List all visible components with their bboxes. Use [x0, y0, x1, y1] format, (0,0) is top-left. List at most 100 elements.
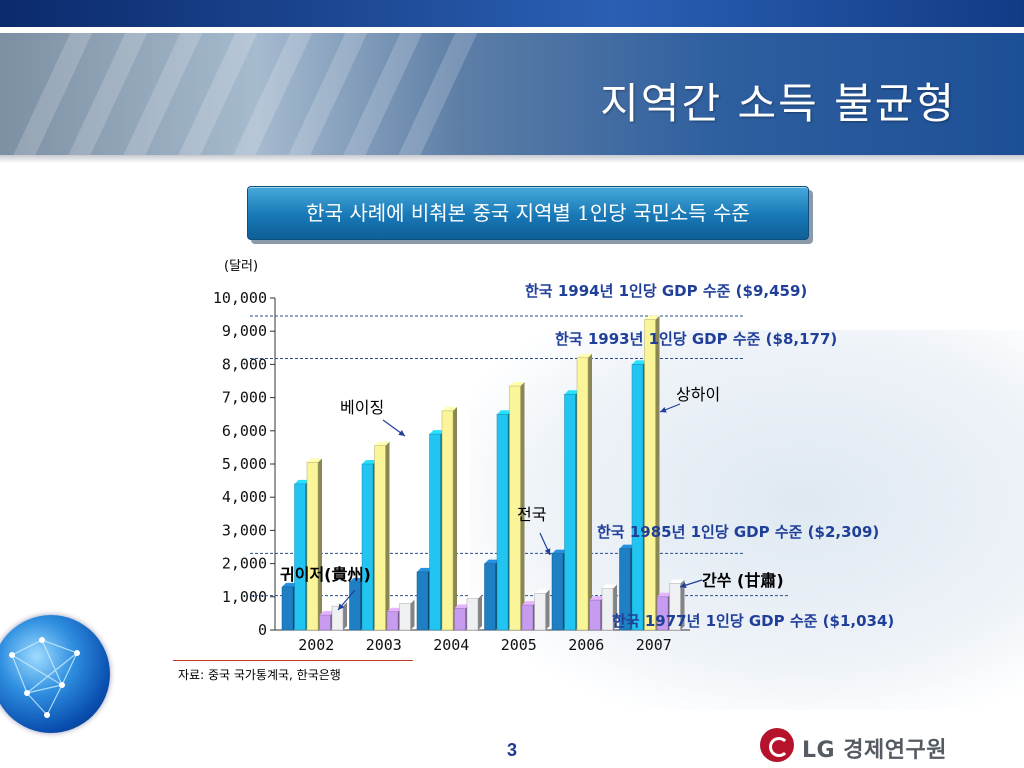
y-tick-label: 0 — [258, 621, 267, 639]
lg-logo-icon — [760, 728, 794, 762]
reference-line-label: 한국 1985년 1인당 GDP 수준 ($2,309) — [597, 523, 879, 541]
y-unit-label: (달러) — [224, 259, 258, 274]
y-tick-label: 2,000 — [222, 555, 267, 573]
bar-상하이 — [576, 357, 589, 631]
world-map-background — [470, 330, 1024, 710]
annotation-arrowhead — [398, 430, 405, 436]
reference-line-label: 한국 1994년 1인당 GDP 수준 ($9,459) — [525, 282, 807, 300]
reference-line-label: 한국 1993년 1인당 GDP 수준 ($8,177) — [555, 330, 837, 348]
bar-top — [417, 567, 432, 572]
bar-side — [478, 594, 482, 630]
y-tick-label: 1,000 — [222, 588, 267, 606]
annotation-arrowhead — [338, 603, 345, 610]
x-tick-label: 2006 — [568, 636, 604, 654]
bar-side — [545, 589, 550, 630]
bar-상하이 — [644, 319, 656, 631]
source-note: 자료: 중국 국가통계국, 한국은행 — [178, 668, 341, 682]
bar-간쑤 (甘肅) — [534, 593, 546, 631]
bar-side — [520, 381, 525, 630]
x-tick-label: 2003 — [366, 636, 402, 654]
bar-side — [613, 584, 617, 630]
subtitle-text: 한국 사례에 비춰본 중국 지역별 1인당 국민소득 수준 — [306, 201, 750, 225]
series-annotation: 간쑤 (甘肅) — [702, 571, 784, 590]
y-tick-label: 7,000 — [222, 389, 267, 407]
bar-간쑤 (甘肅) — [399, 603, 411, 631]
bar-간쑤 (甘肅) — [601, 588, 614, 631]
bar-상하이 — [441, 410, 454, 631]
y-tick-label: 8,000 — [222, 355, 267, 373]
bar-전국 — [484, 563, 496, 631]
bar-side — [680, 579, 685, 630]
y-tick-label: 9,000 — [222, 322, 267, 340]
bar-top — [577, 353, 592, 358]
page-number: 3 — [506, 740, 517, 760]
x-tick-label: 2004 — [433, 636, 469, 654]
lg-logo-text: LG 경제연구원 — [802, 738, 947, 763]
y-tick-label: 10,000 — [213, 289, 267, 307]
x-tick-label: 2007 — [636, 636, 672, 654]
bar-전국 — [281, 586, 294, 631]
bar-귀이저(貴州) — [454, 608, 466, 631]
x-tick-label: 2005 — [501, 636, 537, 654]
bar-top — [362, 460, 377, 464]
bar-top — [282, 582, 297, 587]
bar-side — [410, 599, 415, 630]
bar-top — [602, 584, 617, 589]
lg-logo: LG 경제연구원 — [752, 722, 1002, 768]
y-tick-label: 5,000 — [222, 455, 267, 473]
source-divider — [173, 660, 413, 661]
bar-귀이저(貴州) — [589, 599, 601, 631]
series-annotation: 베이징 — [340, 398, 384, 417]
bar-베이징 — [631, 364, 644, 631]
bar-top — [657, 592, 672, 597]
bar-top — [374, 441, 390, 446]
bar-귀이저(貴州) — [521, 604, 534, 631]
bar-베이징 — [294, 483, 306, 631]
bar-top — [552, 549, 567, 554]
bar-top — [307, 458, 322, 463]
bar-side — [453, 406, 457, 630]
bar-상하이 — [374, 445, 386, 631]
bar-top — [429, 430, 445, 435]
annotation-arrowhead — [544, 548, 551, 555]
bar-간쑤 (甘肅) — [466, 598, 479, 631]
bar-top — [534, 589, 550, 594]
bar-귀이저(貴州) — [386, 611, 399, 631]
bar-베이징 — [361, 463, 374, 631]
header-shadow — [0, 155, 1024, 163]
annotation-arrowhead — [660, 406, 667, 413]
series-annotation: 전국 — [517, 505, 546, 524]
bar-top — [619, 544, 635, 549]
bar-귀이저(貴州) — [319, 614, 331, 631]
bar-베이징 — [496, 413, 509, 631]
slide-title: 지역간 소득 불균형 — [600, 79, 956, 128]
bar-전국 — [619, 548, 631, 631]
bar-side — [318, 458, 322, 630]
bar-top — [387, 607, 402, 612]
bar-간쑤 (甘肅) — [331, 605, 344, 631]
bar-top — [442, 406, 457, 411]
bar-top — [522, 601, 537, 606]
bar-top — [399, 599, 415, 604]
series-annotation: 귀이저(貴州) — [280, 565, 371, 584]
subtitle-box: 한국 사례에 비춰본 중국 지역별 1인당 국민소득 수준 — [247, 186, 809, 240]
bar-전국 — [551, 553, 564, 631]
bar-top — [632, 360, 647, 365]
bar-top — [589, 596, 605, 601]
bar-상하이 — [509, 385, 521, 631]
annotation-arrowhead — [680, 582, 687, 589]
bar-top — [467, 594, 482, 599]
y-tick-label: 4,000 — [222, 488, 267, 506]
bar-side — [385, 441, 390, 630]
bar-베이징 — [429, 433, 441, 631]
y-tick-label: 3,000 — [222, 521, 267, 539]
top-bar — [0, 0, 1024, 27]
bar-상하이 — [306, 462, 319, 631]
income-chart: (달러) 0 1,000 2,000 3,000 4,000 5,000 6,000 7,000… — [213, 259, 894, 654]
bar-전국 — [349, 581, 361, 631]
series-annotation: 상하이 — [676, 385, 720, 404]
bar-top — [509, 381, 525, 386]
bar-귀이저(貴州) — [656, 596, 669, 631]
bar-side — [588, 353, 592, 630]
bar-간쑤 (甘肅) — [669, 583, 681, 631]
